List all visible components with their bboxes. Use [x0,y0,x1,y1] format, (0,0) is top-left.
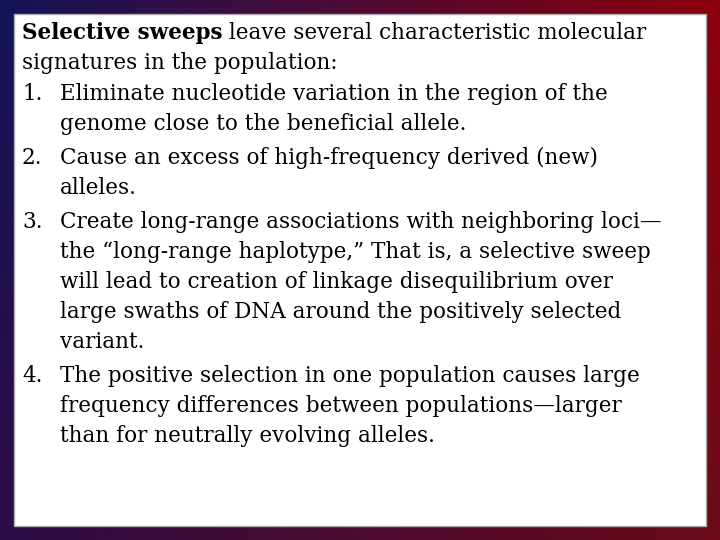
Text: Cause an excess of high-frequency derived (new): Cause an excess of high-frequency derive… [60,147,598,169]
Text: 3.: 3. [22,211,42,233]
Text: frequency differences between populations—larger: frequency differences between population… [60,395,622,417]
Text: Selective sweeps: Selective sweeps [22,22,222,44]
Text: Create long-range associations with neighboring loci—: Create long-range associations with neig… [60,211,662,233]
FancyBboxPatch shape [14,14,706,526]
Text: 4.: 4. [22,365,42,387]
Text: genome close to the beneficial allele.: genome close to the beneficial allele. [60,113,467,135]
Text: the “long-range haplotype,” That is, a selective sweep: the “long-range haplotype,” That is, a s… [60,241,651,263]
Text: variant.: variant. [60,331,145,353]
Text: 2.: 2. [22,147,42,169]
Text: 1.: 1. [22,83,42,105]
Text: Eliminate nucleotide variation in the region of the: Eliminate nucleotide variation in the re… [60,83,608,105]
Text: signatures in the population:: signatures in the population: [22,52,338,74]
Text: than for neutrally evolving alleles.: than for neutrally evolving alleles. [60,425,435,447]
Text: large swaths of DNA around the positively selected: large swaths of DNA around the positivel… [60,301,621,323]
Text: will lead to creation of linkage disequilibrium over: will lead to creation of linkage disequi… [60,271,613,293]
Text: The positive selection in one population causes large: The positive selection in one population… [60,365,640,387]
Text: alleles.: alleles. [60,177,137,199]
Text: leave several characteristic molecular: leave several characteristic molecular [222,22,647,44]
